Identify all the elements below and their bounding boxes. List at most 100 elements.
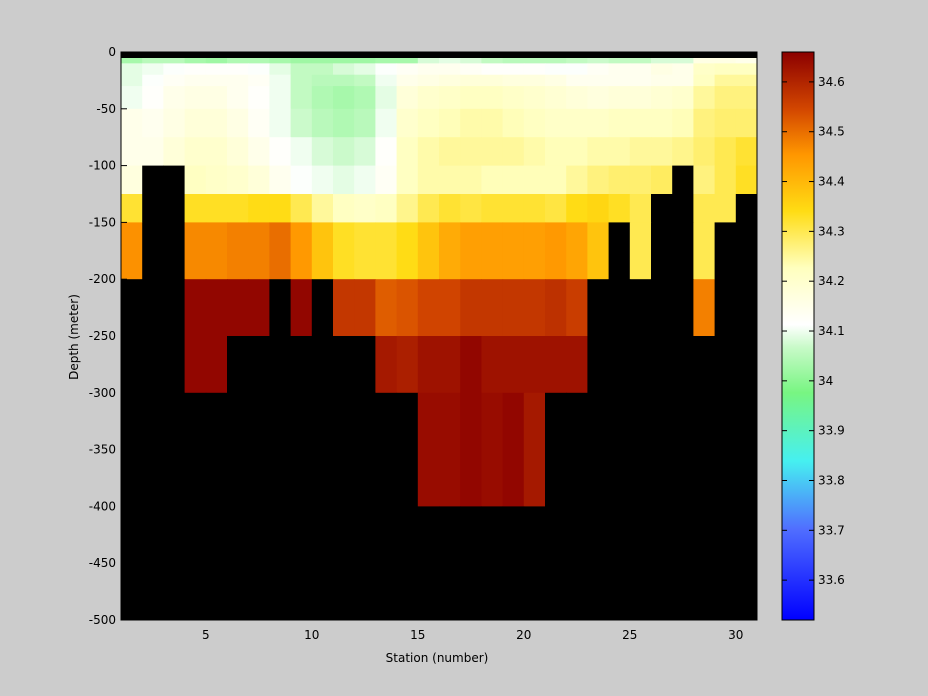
y-tick-label: -200 <box>89 272 116 286</box>
y-tick-label: -400 <box>89 499 116 513</box>
heatmap-cell <box>545 74 567 87</box>
heatmap-cell <box>714 506 737 621</box>
heatmap-cell <box>142 392 164 507</box>
heatmap-cell <box>248 165 270 195</box>
heatmap-cell <box>693 57 716 64</box>
heatmap-cell <box>651 86 673 110</box>
heatmap-cell <box>396 222 419 280</box>
heatmap-cell <box>290 137 313 167</box>
heatmap-cell <box>142 336 164 394</box>
heatmap-cell <box>269 336 292 394</box>
heatmap-cell <box>608 194 631 223</box>
heatmap-cell <box>375 222 398 280</box>
heatmap-cell <box>735 392 758 507</box>
heatmap-cell <box>523 506 546 621</box>
heatmap-cell <box>248 74 270 87</box>
heatmap-cell <box>587 63 610 76</box>
x-tick-label: 20 <box>516 628 531 642</box>
heatmap-cell <box>121 222 143 280</box>
heatmap-cell <box>587 74 610 87</box>
heatmap-cell <box>545 222 567 280</box>
heatmap-cell <box>311 137 334 167</box>
heatmap-cell <box>523 194 546 223</box>
heatmap-cell <box>714 165 737 195</box>
heatmap-cell <box>735 336 758 394</box>
heatmap-cell <box>545 165 567 195</box>
heatmap-cell <box>460 57 482 64</box>
heatmap-cell <box>523 165 546 195</box>
heatmap-cell <box>545 336 567 394</box>
heatmap-cell <box>396 165 419 195</box>
heatmap-cell <box>163 57 186 64</box>
heatmap-cell <box>629 279 652 337</box>
heatmap-cell <box>417 57 440 64</box>
heatmap-cell <box>311 392 334 507</box>
y-axis-label: Depth (meter) <box>67 294 81 380</box>
heatmap-cell <box>608 506 631 621</box>
heatmap-cell <box>608 74 631 87</box>
heatmap-cell <box>481 57 504 64</box>
heatmap-cell <box>651 506 673 621</box>
heatmap-cell <box>354 74 376 87</box>
heatmap-cell <box>481 63 504 76</box>
heatmap-cell <box>354 506 376 621</box>
heatmap-cell <box>354 336 376 394</box>
heatmap-cell <box>227 194 249 223</box>
heatmap-cell <box>523 63 546 76</box>
heatmap-cell <box>608 165 631 195</box>
heatmap-cell <box>375 392 398 507</box>
heatmap-cell <box>417 392 440 507</box>
heatmap-cell <box>227 63 249 76</box>
heatmap-cell <box>693 279 716 337</box>
heatmap-cell <box>439 74 461 87</box>
heatmap-cell <box>714 137 737 167</box>
heatmap-cell <box>417 506 440 621</box>
heatmap-cell <box>333 222 355 280</box>
heatmap-cells <box>121 52 758 621</box>
heatmap-cell <box>629 57 652 64</box>
heatmap-cell <box>735 194 758 223</box>
heatmap-cell <box>460 194 482 223</box>
heatmap-cell <box>354 165 376 195</box>
heatmap-cell <box>375 279 398 337</box>
heatmap-cell <box>333 137 355 167</box>
heatmap-cell <box>205 392 228 507</box>
heatmap-cell <box>333 63 355 76</box>
heatmap-cell <box>566 74 588 87</box>
heatmap-cell <box>672 392 694 507</box>
heatmap-cell <box>290 86 313 110</box>
heatmap-cell <box>396 392 419 507</box>
heatmap-cell <box>290 74 313 87</box>
heatmap-cell <box>523 86 546 110</box>
heatmap-cell <box>375 86 398 110</box>
colorbar-gradient <box>781 51 815 621</box>
heatmap-cell <box>269 222 292 280</box>
heatmap-cell <box>163 165 186 195</box>
heatmap-cell <box>333 86 355 110</box>
heatmap-cell <box>651 392 673 507</box>
y-axis: 0 -50 -100 -150 -200 -250 -300 -350 -400 -450 -500 <box>89 45 127 627</box>
heatmap-cell <box>333 336 355 394</box>
heatmap-cell <box>269 137 292 167</box>
heatmap-cell <box>502 279 525 337</box>
heatmap-cell <box>481 506 504 621</box>
heatmap-cell <box>290 165 313 195</box>
heatmap-cell <box>227 86 249 110</box>
heatmap-cell <box>269 165 292 195</box>
surface-strip <box>121 52 757 58</box>
y-tick-label: -100 <box>89 159 116 173</box>
heatmap-cell <box>205 165 228 195</box>
heatmap-cell <box>672 506 694 621</box>
colorbar-tick-label: 33.6 <box>818 573 845 587</box>
heatmap-cell <box>354 194 376 223</box>
heatmap-cell <box>417 336 440 394</box>
x-tick-label: 30 <box>728 628 743 642</box>
x-tick-label: 25 <box>622 628 637 642</box>
heatmap-cell <box>693 108 716 138</box>
heatmap-cell <box>163 336 186 394</box>
heatmap-cell <box>227 279 249 337</box>
heatmap-cell <box>142 222 164 280</box>
heatmap-cell <box>693 222 716 280</box>
heatmap-cell <box>396 137 419 167</box>
heatmap-cell <box>333 108 355 138</box>
